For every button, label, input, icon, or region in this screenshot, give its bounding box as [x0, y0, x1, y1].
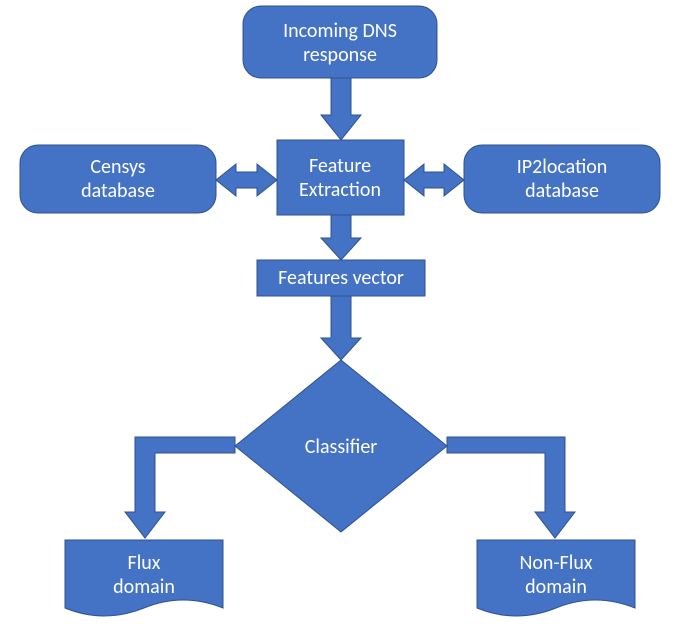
node-incoming-dns: Incoming DNS response — [243, 6, 437, 78]
arrow-feature-ip2location — [404, 164, 464, 196]
node-ip2location-line1: IP2location — [517, 155, 608, 179]
arrow-classifier-to-flux — [125, 437, 235, 538]
node-nonflux-line1: Non-Flux — [519, 551, 592, 575]
node-feature-line1: Feature — [309, 154, 371, 178]
node-vector-line1: Features vector — [278, 266, 404, 290]
arrow-incoming-to-feature — [321, 78, 361, 140]
node-flux-line2: domain — [113, 575, 175, 599]
node-incoming-line2: response — [303, 43, 377, 67]
node-feature-extraction: Feature Extraction — [277, 140, 404, 215]
node-nonflux-domain: Non-Flux domain — [477, 540, 635, 616]
arrow-censys-feature — [216, 164, 277, 196]
node-censys-line1: Censys — [90, 155, 145, 179]
node-nonflux-line2: domain — [525, 575, 587, 599]
node-flux-line1: Flux — [128, 551, 161, 575]
node-feature-line2: Extraction — [299, 178, 381, 202]
node-ip2location-line2: database — [525, 179, 599, 203]
node-features-vector: Features vector — [257, 260, 425, 296]
arrow-feature-to-vector — [321, 215, 361, 260]
arrow-classifier-to-nonflux — [447, 437, 575, 538]
node-classifier-line1: Classifier — [305, 435, 378, 459]
node-ip2location: IP2location database — [464, 145, 660, 213]
node-flux-domain: Flux domain — [65, 540, 223, 616]
node-incoming-line1: Incoming DNS — [283, 19, 397, 43]
arrow-vector-to-classifier — [321, 296, 361, 360]
flowchart-canvas: Incoming DNS response Censys database Fe… — [0, 0, 685, 643]
node-classifier: Classifier — [235, 360, 447, 532]
node-censys: Censys database — [20, 145, 216, 213]
node-censys-line2: database — [81, 179, 155, 203]
